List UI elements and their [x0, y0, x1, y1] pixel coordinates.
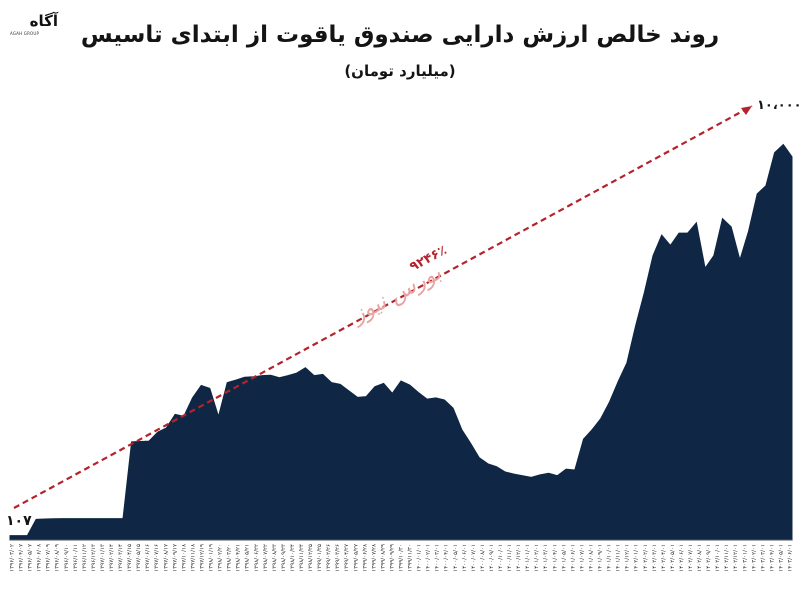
x-tick-label: ۱۴۰۰/۱۰/۰۱	[498, 544, 504, 572]
x-tick-label: ۱۳۹۸/۰۶/۲۲	[254, 544, 260, 572]
nav-area-series	[9, 143, 793, 541]
x-tick-label: ۱۳۹۹/۰۳/۲۶	[335, 544, 341, 572]
x-tick-label: ۱۴۰۱/۱۲/۰۱	[625, 544, 631, 572]
x-tick-label: ۱۴۰۳/۰۳/۰۱	[760, 544, 766, 572]
x-tick-label: ۱۳۹۶/۰۶/۰۸	[37, 544, 43, 572]
end-value-label: ۱۰،۰۰۰	[757, 98, 800, 113]
logo-mark: آگاه	[29, 12, 58, 30]
x-tick-label: ۱۴۰۲/۰۱/۰۱	[634, 544, 640, 572]
x-tick-label: ۱۳۹۹/۰۶/۲۸	[362, 544, 368, 572]
x-tick-label: ۱۳۹۶/۰۴/۰۷	[19, 544, 25, 572]
x-tick-label: ۱۴۰۲/۰۶/۰۱	[679, 544, 685, 572]
x-tick-label: ۱۴۰۳/۰۴/۰۱	[769, 544, 775, 572]
x-tick-label: ۱۴۰۱/۰۴/۰۱	[552, 544, 558, 572]
x-tick-label: ۱۳۹۷/۰۵/۱۵	[136, 544, 142, 572]
x-tick-label: ۱۴۰۳/۰۱/۰۱	[742, 544, 748, 572]
x-tick-label: ۱۴۰۰/۰۱/۰۱	[417, 544, 423, 572]
x-tick-label: ۱۳۹۶/۰۹/۱۰	[64, 544, 70, 572]
x-tick-label: ۱۴۰۳/۰۶/۰۱	[788, 544, 794, 572]
x-tick-label: ۱۴۰۰/۰۲/۰۱	[426, 544, 432, 572]
x-tick-label: ۱۳۹۹/۱۱/۳۰	[408, 544, 414, 572]
x-tick-label: ۱۳۹۸/۰۴/۲۱	[236, 544, 242, 572]
x-tick-label: ۱۳۹۸/۰۳/۲۰	[227, 544, 233, 572]
x-tick-label: ۱۳۹۷/۰۲/۱۴	[109, 544, 115, 572]
x-tick-label: ۱۳۹۶/۱۱/۱۲	[82, 544, 88, 572]
x-tick-label: ۱۴۰۲/۰۸/۰۱	[697, 544, 703, 572]
x-tick-label: ۱۳۹۷/۱۲/۱۹	[200, 544, 206, 572]
x-tick-label: ۱۳۹۸/۰۵/۲۱	[245, 544, 251, 572]
x-tick-label: ۱۳۹۹/۰۷/۲۸	[371, 544, 377, 572]
x-tick-label: ۱۴۰۲/۱۱/۰۱	[724, 544, 730, 572]
x-tick-label: ۱۴۰۱/۱۰/۰۱	[607, 544, 613, 572]
x-tick-label: ۱۳۹۷/۰۳/۱۴	[118, 544, 124, 572]
x-tick-label: ۱۴۰۰/۰۷/۰۱	[471, 544, 477, 572]
x-tick-label: ۱۴۰۲/۰۴/۰۱	[661, 544, 667, 572]
x-tick-label: ۱۴۰۲/۰۳/۰۱	[652, 544, 658, 572]
x-tick-label: ۱۴۰۱/۰۹/۰۱	[598, 544, 604, 572]
logo: آگاه AGAH GROUP	[10, 12, 58, 38]
x-tick-label: ۱۳۹۷/۰۹/۱۷	[172, 544, 178, 572]
x-tick-label: ۱۴۰۳/۰۵/۰۱	[779, 544, 785, 572]
x-tick-label: ۱۳۹۹/۰۹/۲۹	[390, 544, 396, 572]
logo-tagline: AGAH GROUP	[10, 31, 40, 36]
x-tick-label: ۱۴۰۲/۰۹/۰۱	[706, 544, 712, 572]
chart-title: روند خالص ارزش دارایی صندوق یاقوت از ابت…	[80, 22, 720, 48]
x-tick-label: ۱۳۹۹/۱۰/۳۰	[399, 544, 405, 572]
x-tick-label: ۱۴۰۰/۱۲/۰۱	[516, 544, 522, 572]
x-tick-label: ۱۴۰۰/۰۹/۰۱	[489, 544, 495, 572]
x-tick-label: ۱۳۹۸/۰۹/۲۳	[281, 544, 287, 572]
x-tick-label: ۱۳۹۶/۱۰/۱۱	[73, 544, 79, 572]
x-tick-label: ۱۴۰۲/۰۵/۰۱	[670, 544, 676, 572]
x-tick-label: ۱۴۰۱/۱۱/۰۱	[616, 544, 622, 572]
x-tick-label: ۱۳۹۷/۰۴/۱۵	[127, 544, 133, 572]
x-tick-label: ۱۴۰۰/۱۱/۰۱	[507, 544, 513, 572]
x-tick-label: ۱۴۰۱/۰۳/۰۱	[543, 544, 549, 572]
x-tick-label: ۱۳۹۸/۰۷/۲۲	[263, 544, 269, 572]
x-tick-label: ۱۳۹۷/۱۰/۱۸	[181, 544, 187, 572]
x-tick-label: ۱۳۹۸/۰۸/۲۳	[272, 544, 278, 572]
x-tick-label: ۱۳۹۶/۱۲/۱۳	[91, 544, 97, 572]
x-tick-label: ۱۳۹۹/۰۸/۲۹	[380, 544, 386, 572]
x-tick-label: ۱۴۰۲/۰۲/۰۱	[643, 544, 649, 572]
x-tick-label: ۱۳۹۶/۰۵/۰۷	[28, 544, 34, 572]
trend-arrowhead	[741, 106, 752, 115]
x-tick-label: ۱۴۰۰/۰۴/۰۱	[444, 544, 450, 572]
x-tick-label: ۱۳۹۸/۰۱/۱۹	[209, 544, 215, 572]
start-value-label: ۱۰۷	[6, 513, 32, 529]
x-tick-label: ۱۴۰۰/۰۵/۰۱	[453, 544, 459, 572]
x-tick-label: ۱۳۹۹/۰۲/۲۶	[326, 544, 332, 572]
x-tick-label: ۱۴۰۱/۰۷/۰۱	[579, 544, 585, 572]
trend-line	[13, 105, 753, 509]
watermark: بورس نیوز	[346, 261, 446, 330]
x-tick-label: ۱۳۹۸/۱۱/۲۴	[299, 544, 305, 572]
x-tick-label: ۱۴۰۲/۱۰/۰۱	[715, 544, 721, 572]
x-tick-label: ۱۴۰۱/۰۱/۰۱	[525, 544, 531, 572]
x-tick-label: ۱۴۰۰/۰۳/۰۱	[435, 544, 441, 572]
x-tick-label: ۱۴۰۲/۰۷/۰۱	[688, 544, 694, 572]
x-tick-label: ۱۴۰۳/۰۲/۰۱	[751, 544, 757, 572]
x-tick-label: ۱۳۹۶/۰۸/۰۹	[55, 544, 61, 572]
x-tick-label: ۱۳۹۶/۰۳/۰۲	[10, 544, 16, 572]
x-tick-label: ۱۳۹۹/۰۴/۲۷	[344, 544, 350, 572]
x-tick-label: ۱۳۹۶/۰۷/۰۹	[46, 544, 52, 572]
x-tick-label: ۱۴۰۱/۰۵/۰۱	[561, 544, 567, 572]
x-tick-label: ۱۴۰۰/۰۸/۰۱	[480, 544, 486, 572]
x-tick-label: ۱۴۰۱/۰۲/۰۱	[534, 544, 540, 572]
x-tick-label: ۱۳۹۷/۰۶/۱۶	[145, 544, 151, 572]
x-tick-label: ۱۴۰۱/۰۸/۰۱	[589, 544, 595, 572]
x-tick-label: ۱۳۹۷/۰۸/۱۷	[163, 544, 169, 572]
x-tick-label: ۱۳۹۸/۰۲/۲۰	[218, 544, 224, 572]
x-tick-label: ۱۳۹۹/۰۵/۲۷	[353, 544, 359, 572]
x-tick-label: ۱۴۰۱/۰۶/۰۱	[570, 544, 576, 572]
x-tick-label: ۱۳۹۷/۱۱/۱۸	[190, 544, 196, 572]
x-tick-label: ۱۴۰۲/۱۲/۰۱	[733, 544, 739, 572]
x-tick-label: ۱۳۹۸/۱۲/۲۵	[308, 544, 314, 572]
chart-subtitle: (میلیارد تومان)	[344, 62, 456, 80]
x-tick-label: ۱۳۹۷/۰۱/۱۳	[100, 544, 106, 572]
x-tick-label: ۱۳۹۹/۰۱/۲۵	[317, 544, 323, 572]
x-tick-label: ۱۴۰۰/۰۶/۰۱	[462, 544, 468, 572]
x-tick-label: ۱۳۹۸/۱۰/۲۴	[290, 544, 296, 572]
x-tick-label: ۱۳۹۷/۰۷/۱۶	[154, 544, 160, 572]
